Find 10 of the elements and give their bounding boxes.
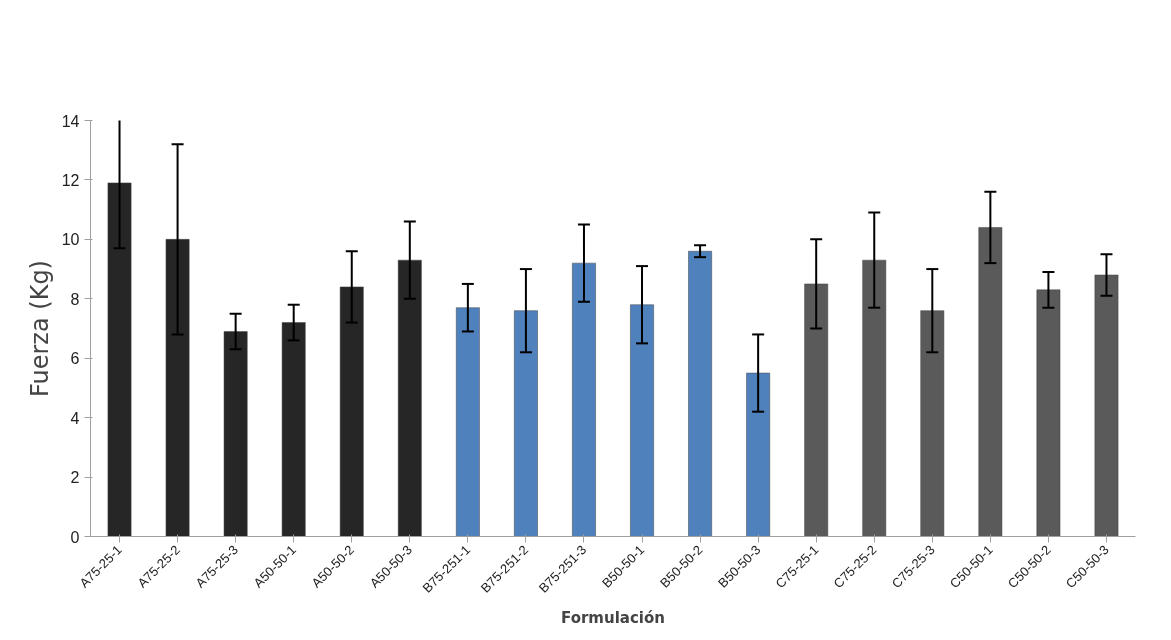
- y-tick-label: 10: [61, 231, 80, 249]
- y-tick-label: 6: [70, 350, 80, 368]
- y-tick-label: 0: [70, 528, 80, 546]
- y-tick-label: 14: [61, 112, 80, 130]
- y-tick-label: 12: [61, 171, 80, 189]
- y-tick-label: 4: [70, 409, 80, 427]
- x-axis-title: Formulación: [561, 609, 665, 628]
- y-tick-label: 8: [70, 290, 80, 308]
- y-tick-label: 2: [70, 469, 80, 487]
- y-axis-title: Fuerza (Kg): [25, 260, 54, 397]
